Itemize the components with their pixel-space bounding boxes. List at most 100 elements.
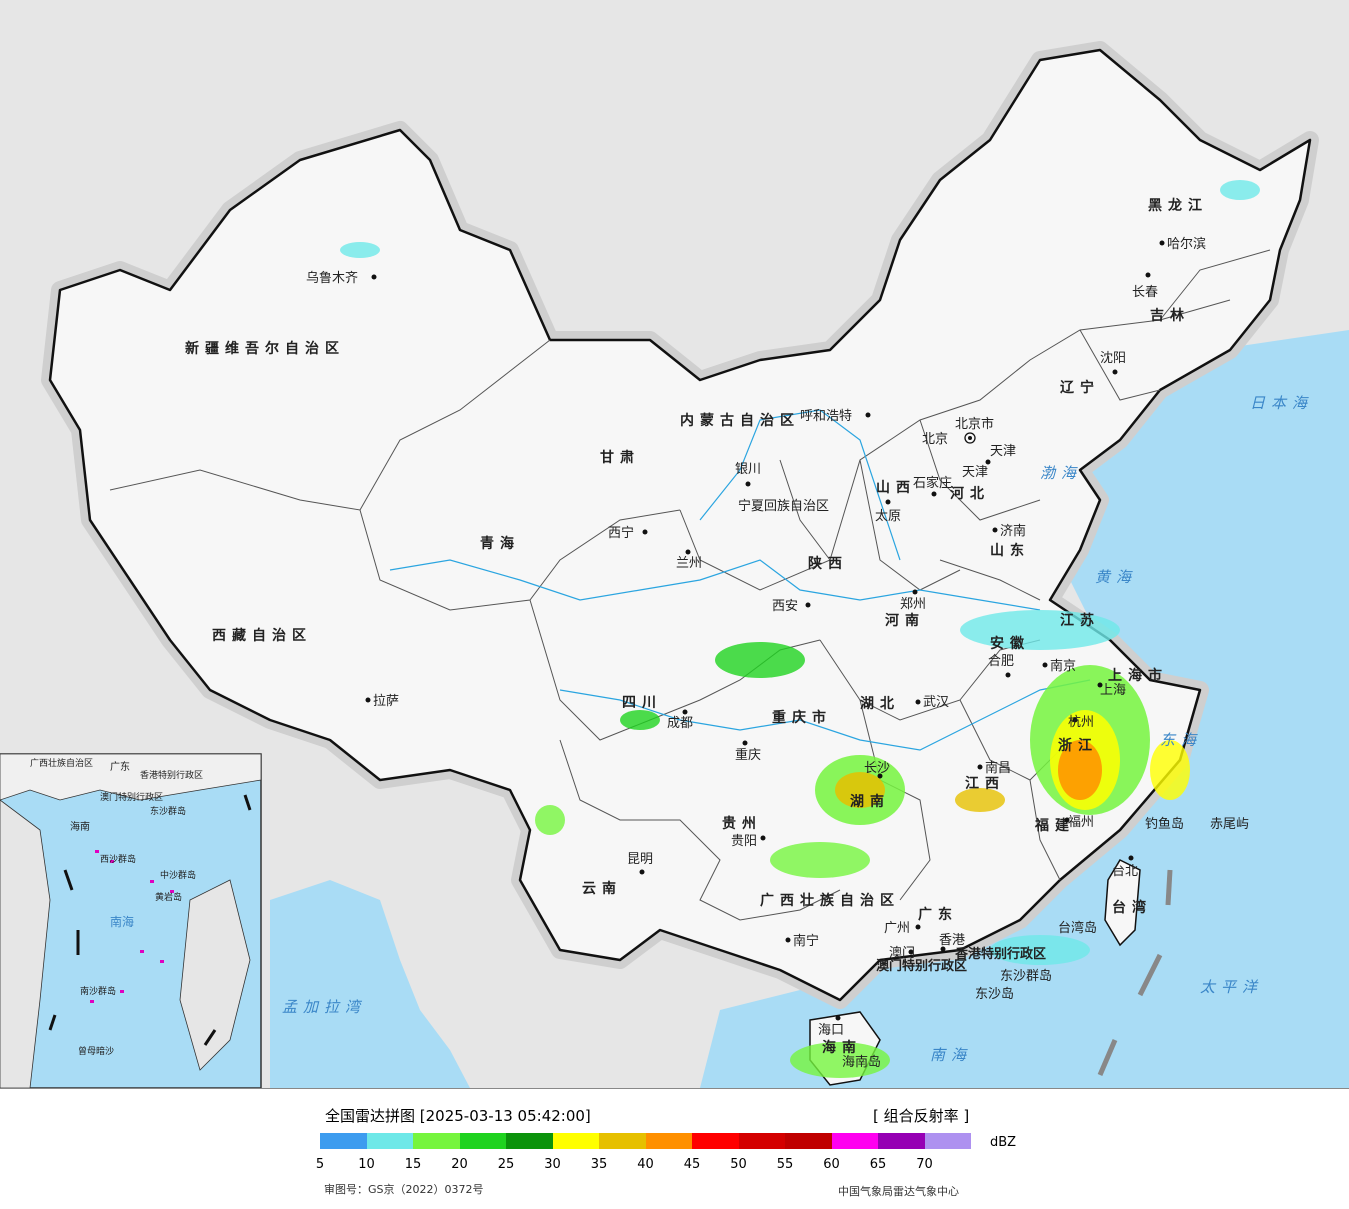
city-changsha[interactable]: 长沙 xyxy=(864,761,890,779)
city-haerbin[interactable]: 哈尔滨 xyxy=(1159,236,1207,252)
city-jinan[interactable]: 济南 xyxy=(992,523,1027,539)
city-chengdu[interactable]: 成都 xyxy=(667,709,693,732)
city-hangzhou[interactable]: 杭州 xyxy=(1068,715,1094,730)
city-wulumuqi[interactable]: 乌鲁木齐 xyxy=(306,270,377,286)
svg-text:海口: 海口 xyxy=(818,1023,844,1038)
city-aomen[interactable]: 澳门 xyxy=(889,945,915,961)
inset-label-hk: 香港特别行政区 xyxy=(140,769,203,781)
city-taiyuan[interactable]: 太原 xyxy=(875,499,901,525)
svg-text:石家庄: 石家庄 xyxy=(913,475,952,491)
city-huhehaote[interactable]: 呼和浩特 xyxy=(800,409,871,424)
label-shanxi: 山西 xyxy=(876,480,916,496)
city-xian[interactable]: 西安 xyxy=(772,599,811,614)
label-zhejiang: 浙江 xyxy=(1058,737,1098,754)
label-guizhou: 贵州 xyxy=(722,815,762,832)
radar-map[interactable]: 新疆维吾尔自治区 西藏自治区 青海 甘肃 四川 云南 贵州 广西壮族自治区 广东… xyxy=(0,0,1349,1088)
city-beijing[interactable]: 北京 xyxy=(922,432,976,447)
city-shijiazhuang[interactable]: 石家庄 xyxy=(913,475,952,497)
color-swatch xyxy=(366,1133,413,1149)
city-changchun[interactable]: 长春 xyxy=(1132,272,1158,301)
city-lasa[interactable]: 拉萨 xyxy=(365,694,400,709)
color-bar-tick: 50 xyxy=(730,1157,747,1172)
city-yinchuan[interactable]: 银川 xyxy=(735,462,761,487)
label-hainandao: 海南岛 xyxy=(842,1054,881,1070)
label-dongshaqundao: 东沙群岛 xyxy=(1000,968,1052,984)
label-taiwan: 台湾 xyxy=(1112,899,1152,916)
label-shaanxi: 陕西 xyxy=(808,555,848,572)
svg-text:贵阳: 贵阳 xyxy=(731,834,757,849)
city-nanjing[interactable]: 南京 xyxy=(1042,658,1077,674)
svg-text:郑州: 郑州 xyxy=(900,597,926,612)
city-zhengzhou[interactable]: 郑州 xyxy=(900,589,926,613)
label-nanhai: 南海 xyxy=(930,1046,972,1064)
city-guangzhou[interactable]: 广州 xyxy=(884,921,921,936)
organization-credit: 中国气象局雷达气象中心 xyxy=(838,1185,959,1198)
svg-text:昆明: 昆明 xyxy=(627,852,653,867)
svg-text:兰州: 兰州 xyxy=(676,556,702,571)
svg-text:南京: 南京 xyxy=(1050,658,1076,674)
city-nanning[interactable]: 南宁 xyxy=(785,933,820,949)
color-bar-tick: 55 xyxy=(776,1157,794,1172)
inset-label-hainan: 海南 xyxy=(70,820,90,833)
label-yunnan: 云南 xyxy=(582,880,622,897)
ocean xyxy=(700,330,1349,1088)
city-hefei[interactable]: 合肥 xyxy=(988,654,1014,678)
map-canvas: 新疆维吾尔自治区 西藏自治区 青海 甘肃 四川 云南 贵州 广西壮族自治区 广东… xyxy=(0,0,1349,1088)
label-guangdong: 广东 xyxy=(918,906,958,923)
color-bar-tick: 65 xyxy=(869,1157,887,1172)
city-guiyang[interactable]: 贵阳 xyxy=(731,834,766,849)
label-shanghai-shi: 上海市 xyxy=(1108,667,1168,684)
radar-echoes xyxy=(340,180,1260,1078)
inset-label-nansha: 南沙群岛 xyxy=(80,985,116,997)
label-shandong: 山东 xyxy=(990,542,1030,559)
inset-label-macau: 澳门特别行政区 xyxy=(100,791,163,803)
color-swatch xyxy=(459,1133,506,1149)
city-tianjin[interactable]: 天津 xyxy=(962,459,991,481)
city-lanzhou[interactable]: 兰州 xyxy=(676,549,702,572)
label-tianjin: 天津 xyxy=(990,444,1016,459)
color-swatch xyxy=(785,1133,832,1149)
color-bar-tick: 15 xyxy=(404,1157,422,1172)
city-labels: 乌鲁木齐 拉萨 西宁 兰州 银川 成都 重庆 昆明 贵阳 南宁 广州 澳门 香港… xyxy=(306,236,1206,1038)
color-bar-tick: 45 xyxy=(683,1157,701,1172)
svg-text:广州: 广州 xyxy=(884,921,910,936)
label-fujian: 福建 xyxy=(1034,817,1075,834)
svg-text:天津: 天津 xyxy=(962,465,988,480)
label-qinghai: 青海 xyxy=(480,535,520,552)
city-chongqing[interactable]: 重庆 xyxy=(735,740,761,764)
color-bar-tick: 5 xyxy=(315,1157,325,1172)
taiwan-island xyxy=(1104,859,1141,947)
city-xining[interactable]: 西宁 xyxy=(608,525,648,541)
city-xianggang[interactable]: 香港 xyxy=(939,933,965,952)
city-fuzhou[interactable]: 福州 xyxy=(1064,815,1095,830)
city-shenyang[interactable]: 沈阳 xyxy=(1100,351,1126,375)
color-swatch xyxy=(320,1133,367,1149)
city-shanghai[interactable]: 上海 xyxy=(1097,682,1127,699)
city-taibei[interactable]: 台北 xyxy=(1112,855,1138,880)
color-swatch xyxy=(552,1133,599,1149)
city-wuhan[interactable]: 武汉 xyxy=(915,695,950,710)
label-jilin: 吉林 xyxy=(1150,307,1190,324)
color-bar-tick: 20 xyxy=(451,1157,468,1172)
label-dongshadao: 东沙岛 xyxy=(975,986,1014,1002)
inset-label-zengmu: 曾母暗沙 xyxy=(78,1045,114,1057)
svg-text:澳门: 澳门 xyxy=(889,945,915,961)
color-swatch xyxy=(645,1133,692,1149)
legend-product: [ 组合反射率 ] xyxy=(873,1107,970,1125)
svg-text:台北: 台北 xyxy=(1112,864,1138,879)
svg-text:武汉: 武汉 xyxy=(923,695,949,710)
color-swatch xyxy=(738,1133,785,1149)
color-swatch xyxy=(506,1133,553,1149)
svg-text:西安: 西安 xyxy=(772,599,798,614)
label-xinjiang: 新疆维吾尔自治区 xyxy=(185,340,345,357)
inset-label-guangdong: 广东 xyxy=(110,760,130,773)
inset-label-guangxi: 广西壮族自治区 xyxy=(30,757,93,769)
color-swatch xyxy=(599,1133,646,1149)
city-haikou[interactable]: 海口 xyxy=(818,1015,844,1039)
city-kunming[interactable]: 昆明 xyxy=(627,852,653,875)
color-bar-tick: 70 xyxy=(916,1157,933,1172)
svg-text:长春: 长春 xyxy=(1132,285,1158,300)
city-nanchang[interactable]: 南昌 xyxy=(977,760,1012,776)
color-swatch xyxy=(413,1133,460,1149)
svg-text:太原: 太原 xyxy=(875,509,901,524)
